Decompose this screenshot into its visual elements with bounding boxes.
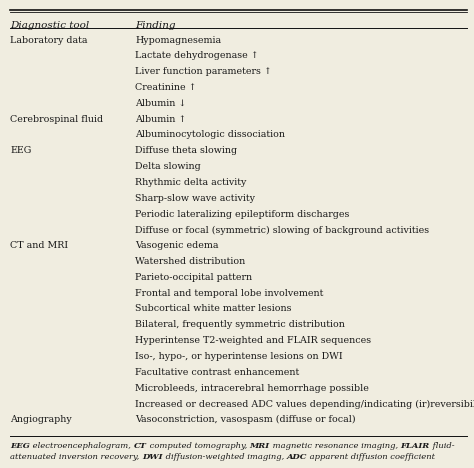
Text: Sharp-slow wave activity: Sharp-slow wave activity [135,194,255,203]
Text: Microbleeds, intracerebral hemorrhage possible: Microbleeds, intracerebral hemorrhage po… [135,384,369,393]
Text: attenuated inversion recovery,: attenuated inversion recovery, [10,453,142,461]
Text: Cerebrospinal fluid: Cerebrospinal fluid [10,115,103,124]
Text: Hyperintense T2-weighted and FLAIR sequences: Hyperintense T2-weighted and FLAIR seque… [135,336,371,345]
Text: Diffuse or focal (symmetric) slowing of background activities: Diffuse or focal (symmetric) slowing of … [135,226,429,234]
Text: Albumin ↑: Albumin ↑ [135,115,186,124]
Text: Parieto-occipital pattern: Parieto-occipital pattern [135,273,252,282]
Text: magnetic resonance imaging,: magnetic resonance imaging, [270,442,401,450]
Text: Periodic lateralizing epileptiform discharges: Periodic lateralizing epileptiform disch… [135,210,349,219]
Text: fluid-: fluid- [429,442,454,450]
Text: Delta slowing: Delta slowing [135,162,201,171]
Text: MRI: MRI [249,442,270,450]
Text: Rhythmic delta activity: Rhythmic delta activity [135,178,246,187]
Text: Finding: Finding [135,21,175,30]
Text: Creatinine ↑: Creatinine ↑ [135,83,197,92]
Text: Hypomagnesemia: Hypomagnesemia [135,36,221,44]
Text: Angiography: Angiography [10,415,72,424]
Text: Albumin ↓: Albumin ↓ [135,99,186,108]
Text: apparent diffusion coefficient: apparent diffusion coefficient [307,453,435,461]
Text: Subcortical white matter lesions: Subcortical white matter lesions [135,305,292,314]
Text: Vasogenic edema: Vasogenic edema [135,241,219,250]
Text: Lactate dehydrogenase ↑: Lactate dehydrogenase ↑ [135,51,259,60]
Text: Diffuse theta slowing: Diffuse theta slowing [135,146,237,155]
Text: Increased or decreased ADC values depending/indicating (ir)reversibility of lesi: Increased or decreased ADC values depend… [135,399,474,409]
Text: CT: CT [134,442,146,450]
Text: Watershed distribution: Watershed distribution [135,257,246,266]
Text: EEG: EEG [10,146,32,155]
Text: Bilateral, frequently symmetric distribution: Bilateral, frequently symmetric distribu… [135,320,345,329]
Text: ADC: ADC [287,453,307,461]
Text: CT and MRI: CT and MRI [10,241,69,250]
Text: Liver function parameters ↑: Liver function parameters ↑ [135,67,272,76]
Text: Albuminocytologic dissociation: Albuminocytologic dissociation [135,131,285,139]
Text: Iso-, hypo-, or hyperintense lesions on DWI: Iso-, hypo-, or hyperintense lesions on … [135,352,343,361]
Text: Laboratory data: Laboratory data [10,36,88,44]
Text: computed tomography,: computed tomography, [146,442,249,450]
Text: Vasoconstriction, vasospasm (diffuse or focal): Vasoconstriction, vasospasm (diffuse or … [135,415,356,424]
Text: Frontal and temporal lobe involvement: Frontal and temporal lobe involvement [135,289,323,298]
Text: EEG: EEG [10,442,30,450]
Text: Facultative contrast enhancement: Facultative contrast enhancement [135,368,300,377]
Text: FLAIR: FLAIR [401,442,429,450]
Text: DWI: DWI [142,453,163,461]
Text: diffusion-weighted imaging,: diffusion-weighted imaging, [163,453,287,461]
Text: electroencephalogram,: electroencephalogram, [30,442,134,450]
Text: Diagnostic tool: Diagnostic tool [10,21,90,30]
